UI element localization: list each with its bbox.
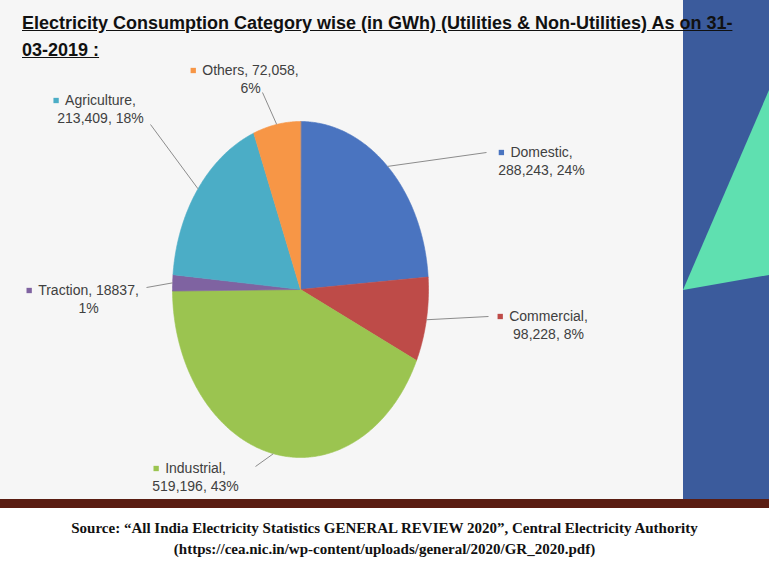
svg-text:6%: 6% xyxy=(240,80,260,96)
svg-text:Commercial,: Commercial, xyxy=(509,308,588,324)
svg-text:288,243, 24%: 288,243, 24% xyxy=(498,162,584,178)
svg-text:Traction, 18837,: Traction, 18837, xyxy=(38,282,139,298)
svg-text:1%: 1% xyxy=(78,300,98,316)
html-text:(https://cea.nic.in/wp-content: (https://cea.nic.in/wp-content/uploads/g… xyxy=(173,541,596,557)
svg-text:Others, 72,058,: Others, 72,058, xyxy=(202,62,299,78)
svg-text:213,409, 18%: 213,409, 18% xyxy=(57,110,143,126)
html-text:Source: “All India Electricity: Source: “All India Electricity Statistic… xyxy=(71,520,698,536)
html-text:Electricity Consumption Catego: Electricity Consumption Category wise (i… xyxy=(22,13,733,60)
svg-text:519,196, 43%: 519,196, 43% xyxy=(152,478,238,494)
svg-text:98,228, 8%: 98,228, 8% xyxy=(513,326,584,342)
svg-text:Industrial,: Industrial, xyxy=(165,460,226,476)
svg-text:Domestic,: Domestic, xyxy=(510,144,572,160)
svg-text:Agriculture,: Agriculture, xyxy=(65,92,136,108)
